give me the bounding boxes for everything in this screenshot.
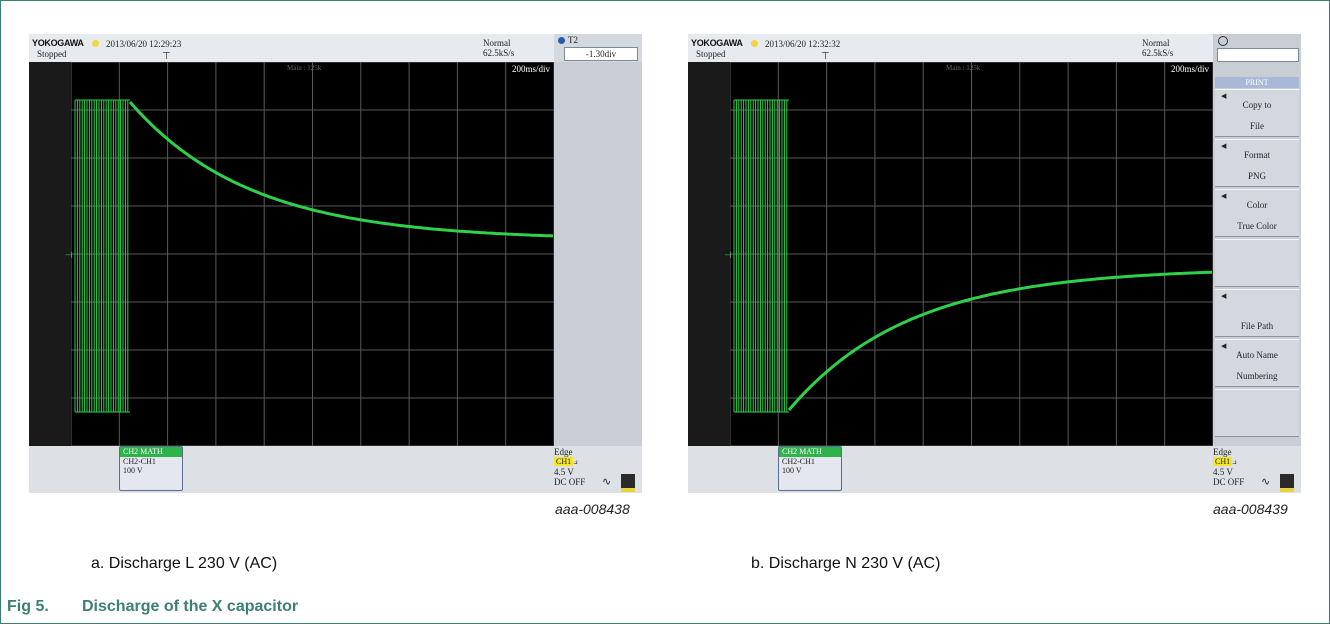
waveform-screen: ⊣ Main : 125k 200ms/div <box>29 62 554 446</box>
menu-copy-to-button[interactable]: ◀ Copy to File <box>1215 89 1299 137</box>
trigger-type: Edge <box>1213 447 1232 457</box>
dial-icon <box>1218 36 1228 46</box>
channel-scale: 100 V <box>123 466 143 475</box>
menu-auto-name-button[interactable]: ◀ Auto Name Numbering <box>1215 339 1299 387</box>
cursor-dial-icon <box>558 37 565 44</box>
ground-marker-icon: ⊣ <box>724 250 732 260</box>
sample-rate: 62.5kS/s <box>483 48 515 58</box>
softkey-arrow-icon: ◀ <box>1221 93 1227 100</box>
waveform-display: ⊣ <box>688 62 1213 446</box>
softkey-arrow-icon: ◀ <box>1221 193 1227 200</box>
softkey-arrow-icon: ◀ <box>1221 143 1227 150</box>
status-dot-icon <box>751 40 758 47</box>
cursor-label: T2 <box>568 35 578 45</box>
oscilloscope-screenshot-b: YOKOGAWA 2013/06/20 12:32:32 Stopped ⊤ N… <box>688 34 1301 493</box>
menu-blank-button-2[interactable] <box>1215 389 1299 437</box>
caption-a: a. Discharge L 230 V (AC) <box>91 555 278 572</box>
menu-item-value: PNG <box>1247 171 1266 181</box>
datetime: 2013/06/20 12:29:23 <box>106 39 182 49</box>
status-dot-icon <box>92 40 99 47</box>
acquisition-state: Stopped <box>37 49 67 59</box>
trigger-marker-icon: ⊤ <box>162 51 171 62</box>
falling-edge-icon: ⟓ <box>573 456 578 467</box>
trigger-level: 4.5 V <box>554 467 574 477</box>
left-margin-strip <box>688 62 730 446</box>
waveform-screen: ⊣ Main : 125k 200ms/div <box>688 62 1213 446</box>
caption-b: b. Discharge N 230 V (AC) <box>751 555 941 572</box>
brand-label: YOKOGAWA <box>691 38 743 48</box>
scope-logo-icon <box>621 474 635 492</box>
trigger-info: Edge CH1 ⟓ 4.5 V DC OFF ∿ <box>554 446 642 493</box>
acquisition-mode: Normal <box>1142 38 1170 48</box>
datetime: 2013/06/20 12:32:32 <box>765 39 841 49</box>
waveform-display: ⊣ <box>29 62 554 446</box>
figure-code-b: aaa-008439 <box>1213 501 1288 517</box>
status-bar: YOKOGAWA 2013/06/20 12:32:32 Stopped ⊤ N… <box>688 34 1301 62</box>
sample-rate: 62.5kS/s <box>1142 48 1174 58</box>
trigger-coupling: DC OFF <box>1213 477 1245 487</box>
figure-code-a: aaa-008438 <box>555 501 630 517</box>
softkey-arrow-icon: ◀ <box>1221 293 1227 300</box>
softkey-arrow-icon: ◀ <box>1221 343 1227 350</box>
scope-logo-icon <box>1280 474 1294 492</box>
channel-header: CH2 MATH <box>120 447 182 457</box>
channel-info-box[interactable]: CH2 MATH CH2-CH1 100 V <box>778 446 842 491</box>
menu-item-value: File <box>1249 121 1264 131</box>
trigger-source: CH1 <box>554 457 574 466</box>
time-per-division: 200ms/div <box>511 64 550 74</box>
acquisition-state: Stopped <box>696 49 726 59</box>
discharge-trace <box>787 270 1213 411</box>
figure-number: Fig 5. <box>7 598 49 615</box>
channel-header: CH2 MATH <box>779 447 841 457</box>
menu-title: PRINT <box>1215 77 1299 88</box>
menu-blank-button[interactable] <box>1215 239 1299 287</box>
menu-item-value: Numbering <box>1236 371 1278 381</box>
ac-wave-icon: ∿ <box>1261 476 1271 488</box>
trigger-info: Edge CH1 ⟓ 4.5 V DC OFF ∿ <box>1213 446 1301 493</box>
left-margin-strip <box>29 62 71 446</box>
falling-edge-icon: ⟓ <box>1232 456 1237 467</box>
print-menu: PRINT ◀ Copy to File ◀ Format PNG ◀ Colo… <box>1213 34 1301 446</box>
record-length: Main : 125k <box>946 64 981 72</box>
status-bar: YOKOGAWA 2013/06/20 12:29:23 Stopped ⊤ N… <box>29 34 642 62</box>
channel-info-box[interactable]: CH2 MATH CH2-CH1 100 V <box>119 446 183 491</box>
channel-expression: CH2-CH1 <box>123 457 156 466</box>
trigger-coupling: DC OFF <box>554 477 586 487</box>
brand-label: YOKOGAWA <box>32 38 84 48</box>
figure-title: Fig 5. Discharge of the X capacitor <box>7 598 298 616</box>
menu-input-field[interactable] <box>1217 48 1299 62</box>
menu-item-value: File Path <box>1240 321 1274 331</box>
time-per-division: 200ms/div <box>1170 64 1209 74</box>
side-panel <box>554 62 642 446</box>
menu-color-button[interactable]: ◀ Color True Color <box>1215 189 1299 237</box>
trigger-marker-icon: ⊤ <box>821 51 830 62</box>
record-length: Main : 125k <box>287 64 322 72</box>
oscilloscope-screenshot-a: YOKOGAWA 2013/06/20 12:29:23 Stopped ⊤ N… <box>29 34 642 493</box>
trigger-source: CH1 <box>1213 457 1233 466</box>
discharge-trace <box>128 101 554 238</box>
menu-item-label: Copy to <box>1242 100 1272 110</box>
cursor-value-field[interactable]: -1.30div <box>564 47 638 61</box>
trigger-type: Edge <box>554 447 573 457</box>
channel-scale: 100 V <box>782 466 802 475</box>
ac-wave-icon: ∿ <box>602 476 612 488</box>
channel-expression: CH2-CH1 <box>782 457 815 466</box>
trigger-level: 4.5 V <box>1213 467 1233 477</box>
acquisition-mode: Normal <box>483 38 511 48</box>
menu-item-label: Auto Name <box>1236 350 1278 360</box>
ground-marker-icon: ⊣ <box>65 250 73 260</box>
menu-file-path-button[interactable]: ◀ File Path <box>1215 289 1299 337</box>
cursor-box[interactable]: T2 -1.30div <box>554 34 642 62</box>
menu-format-button[interactable]: ◀ Format PNG <box>1215 139 1299 187</box>
bottom-bar: CH2 MATH CH2-CH1 100 V Edge CH1 ⟓ 4.5 V … <box>29 446 642 493</box>
menu-item-label: Color <box>1246 200 1268 210</box>
menu-item-value: True Color <box>1237 221 1277 231</box>
bottom-bar: CH2 MATH CH2-CH1 100 V Edge CH1 ⟓ 4.5 V … <box>688 446 1301 493</box>
figure-title-text: Discharge of the X capacitor <box>82 598 299 615</box>
menu-item-label: Format <box>1244 150 1270 160</box>
